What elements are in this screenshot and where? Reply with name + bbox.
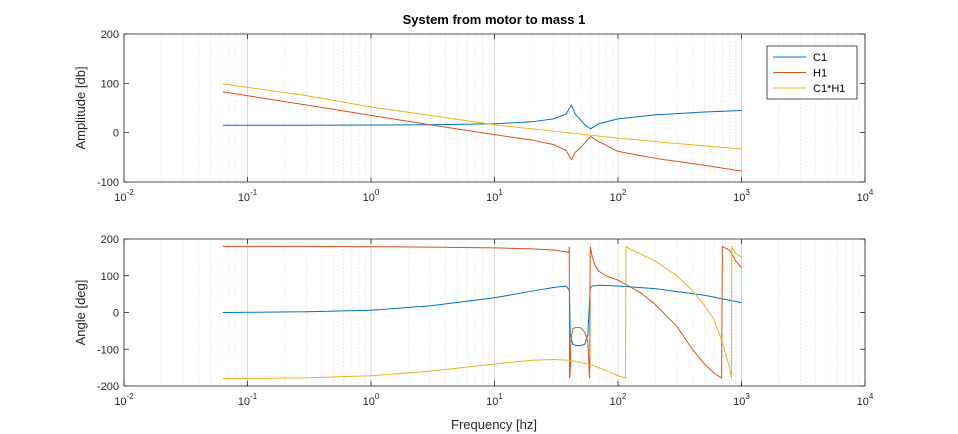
x-tick-label: 10-2 (114, 392, 134, 408)
y-tick-label: -100 (97, 177, 119, 189)
y-tick-label: 0 (113, 308, 119, 320)
y-tick-label: 0 (113, 128, 119, 140)
x-tick-label: 104 (857, 392, 874, 408)
x-tick-label: 10-1 (238, 188, 258, 204)
amplitude-plot: 10-2 10-1 100 101 102 103 104 -100 0 100 200 Amplit… (73, 29, 874, 204)
x-tick-label: 100 (363, 392, 380, 408)
y-tick-label: -100 (97, 344, 119, 356)
x-tick-label: 101 (486, 188, 503, 204)
x-tick-label: 102 (610, 188, 627, 204)
series-line-h1 (222, 245, 742, 379)
x-tick-label: 10-1 (238, 392, 258, 408)
y-tick-label: 200 (101, 29, 119, 41)
x-tick-label: 103 (733, 392, 750, 408)
series-line-c1 (222, 104, 742, 130)
figure-title: System from motor to mass 1 (403, 12, 586, 27)
legend-label: H1 (813, 68, 827, 80)
y-axis-label: Amplitude [db] (73, 66, 88, 149)
y-tick-label: 200 (101, 234, 119, 246)
y-tick-label: 100 (101, 271, 119, 283)
x-axis-label: Frequency [hz] (451, 417, 537, 432)
legend-label: C1*H1 (813, 83, 845, 95)
x-tick-label: 102 (610, 392, 627, 408)
x-tick-label: 101 (486, 392, 503, 408)
x-tick-label: 104 (857, 188, 874, 204)
series-line-c1 (222, 284, 742, 347)
x-tick-label: 103 (733, 188, 750, 204)
y-axis-label: Angle [deg] (73, 280, 88, 346)
angle-plot: 10-2 10-1 100 101 102 103 104 -200 -100 0 100 200 An… (73, 234, 874, 408)
series-line-h1 (222, 91, 742, 172)
series-line-c1-h1 (222, 245, 742, 380)
legend-label: C1 (813, 52, 827, 64)
y-tick-label: 100 (101, 78, 119, 90)
series-line-c1-h1 (222, 83, 742, 150)
x-tick-label: 100 (363, 188, 380, 204)
x-tick-label: 10-2 (114, 188, 134, 204)
legend: C1 H1 C1*H1 (766, 45, 858, 100)
y-tick-label: -200 (97, 381, 119, 393)
